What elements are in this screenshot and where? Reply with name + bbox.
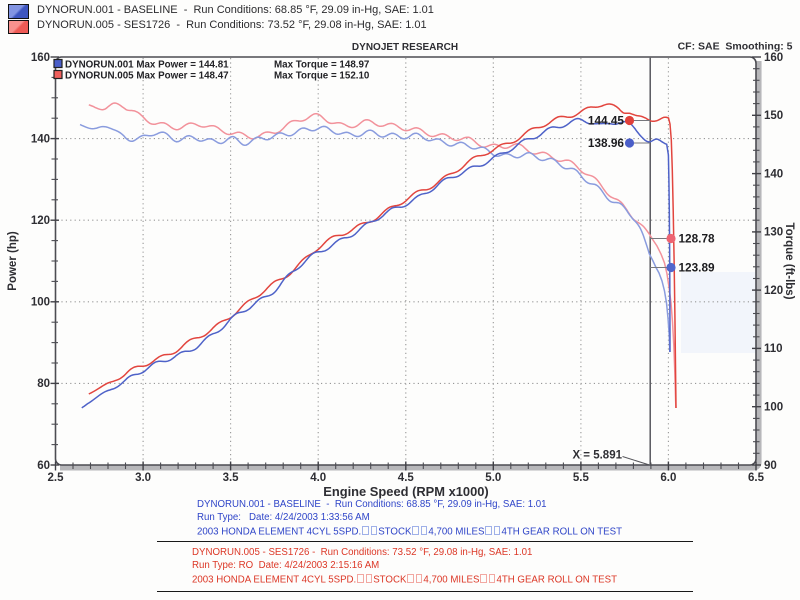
svg-text:123.89: 123.89 — [679, 261, 716, 275]
svg-text:5.0: 5.0 — [485, 472, 501, 484]
svg-text:CF: SAE Smoothing: 5: CF: SAE Smoothing: 5 — [678, 41, 793, 53]
svg-text:120: 120 — [31, 215, 50, 227]
svg-text:120: 120 — [764, 285, 783, 297]
svg-text:160: 160 — [31, 52, 50, 64]
svg-text:160: 160 — [764, 52, 783, 64]
svg-text:4.0: 4.0 — [310, 472, 326, 484]
svg-text:5.5: 5.5 — [573, 472, 590, 484]
svg-text:3.5: 3.5 — [223, 472, 240, 484]
svg-text:Max Torque = 148.97: Max Torque = 148.97 — [274, 59, 370, 70]
svg-text:Torque (ft-lbs): Torque (ft-lbs) — [783, 222, 795, 299]
svg-text:100: 100 — [31, 297, 50, 309]
svg-text:DYNORUN.005 Max Power = 148.47: DYNORUN.005 Max Power = 148.47 — [65, 70, 229, 81]
svg-text:Engine Speed (RPM x1000): Engine Speed (RPM x1000) — [323, 484, 488, 499]
svg-text:144.45: 144.45 — [588, 114, 625, 128]
svg-text:DYNOJET RESEARCH: DYNOJET RESEARCH — [352, 42, 458, 53]
svg-text:60: 60 — [37, 460, 50, 472]
svg-text:130: 130 — [764, 227, 783, 239]
svg-text:3.0: 3.0 — [135, 472, 151, 484]
svg-text:Max Torque = 152.10: Max Torque = 152.10 — [274, 70, 370, 81]
svg-text:DYNORUN.001 Max Power = 144.81: DYNORUN.001 Max Power = 144.81 — [65, 59, 229, 70]
svg-text:4.5: 4.5 — [398, 472, 415, 484]
svg-text:150: 150 — [764, 110, 783, 122]
svg-text:6.5: 6.5 — [748, 472, 765, 484]
svg-text:X = 5.891: X = 5.891 — [572, 450, 622, 462]
svg-text:Power (hp): Power (hp) — [7, 231, 19, 291]
svg-text:128.78: 128.78 — [679, 232, 716, 246]
svg-text:6.0: 6.0 — [660, 472, 676, 484]
svg-text:140: 140 — [764, 168, 783, 180]
svg-text:80: 80 — [37, 378, 50, 390]
svg-text:100: 100 — [764, 402, 783, 414]
svg-text:140: 140 — [31, 133, 50, 145]
svg-text:138.96: 138.96 — [588, 136, 625, 150]
svg-text:90: 90 — [764, 460, 777, 472]
svg-text:110: 110 — [764, 343, 783, 355]
svg-text:2.5: 2.5 — [48, 472, 65, 484]
